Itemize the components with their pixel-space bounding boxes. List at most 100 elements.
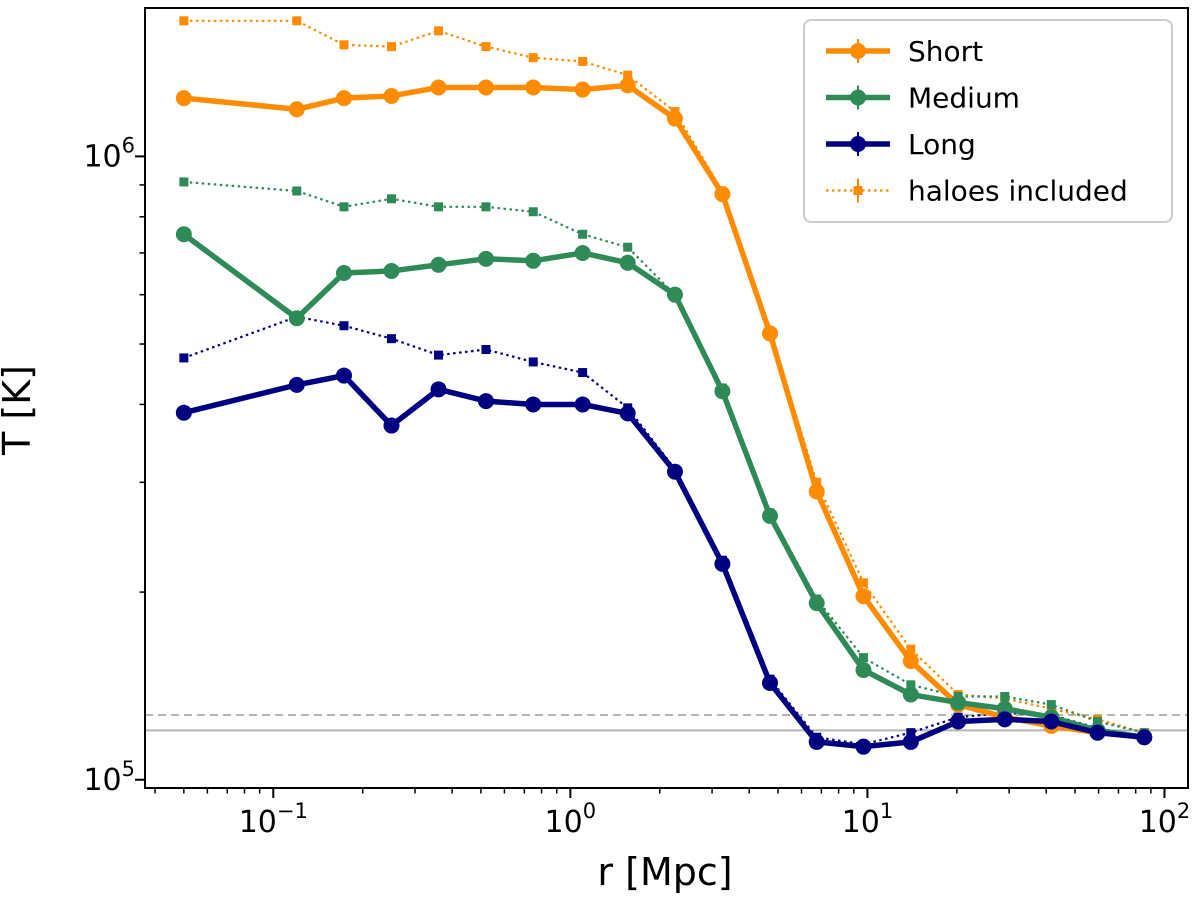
data-point <box>666 463 683 480</box>
data-point <box>288 310 305 327</box>
x-tick-label: 100 <box>545 799 597 840</box>
y-tick-label: 106 <box>83 133 135 174</box>
legend-marker <box>850 43 866 59</box>
data-point <box>714 186 731 203</box>
x-tick-label: 102 <box>1139 799 1191 840</box>
data-point <box>477 393 494 410</box>
data-point <box>434 350 444 360</box>
data-point <box>1089 724 1106 741</box>
data-point <box>335 90 352 107</box>
data-point <box>578 368 588 378</box>
legend-marker <box>850 89 866 106</box>
tick-label-base: 10 <box>83 763 121 798</box>
reference-lines <box>145 714 1188 732</box>
data-point <box>481 202 491 212</box>
legend-label: haloes included <box>908 175 1128 208</box>
data-point <box>1136 729 1153 746</box>
tick-label-base: 10 <box>545 805 583 840</box>
data-point <box>179 16 189 26</box>
data-point <box>175 226 192 243</box>
data-point <box>434 26 444 36</box>
data-point <box>179 353 189 363</box>
data-point <box>996 711 1013 728</box>
plot-frame <box>144 7 1189 789</box>
data-point <box>335 265 352 282</box>
data-point <box>906 680 916 690</box>
legend-marker <box>853 186 863 195</box>
data-point <box>858 653 868 663</box>
data-point <box>383 417 400 434</box>
legend-label: Medium <box>908 82 1020 115</box>
series-line <box>183 180 1145 734</box>
data-point <box>528 207 538 217</box>
data-point <box>855 661 872 678</box>
data-point <box>175 404 192 421</box>
data-point <box>386 42 396 52</box>
tick-label-base: 10 <box>83 139 121 174</box>
data-point <box>288 101 305 118</box>
data-point <box>902 733 919 750</box>
data-point <box>666 110 683 127</box>
data-point <box>855 738 872 755</box>
data-point <box>1000 692 1010 702</box>
data-point <box>855 588 872 605</box>
data-point <box>292 186 302 196</box>
series-line <box>183 372 1145 750</box>
data-point <box>525 79 542 96</box>
legend-label: Long <box>908 128 976 161</box>
tick-label-exponent: 5 <box>122 757 135 781</box>
y-axis-label: T [K] <box>0 365 39 456</box>
tick-label-exponent: 6 <box>122 133 135 157</box>
data-point <box>1043 713 1060 730</box>
data-point <box>430 381 447 398</box>
data-point <box>339 202 349 212</box>
data-point <box>762 674 779 691</box>
legend-box <box>803 19 1173 223</box>
legend: Short Medium Long haloes included <box>803 19 1173 223</box>
data-point <box>525 252 542 269</box>
data-point <box>714 555 731 572</box>
data-point <box>481 345 491 355</box>
tick-label-exponent: 2 <box>1177 799 1190 823</box>
data-point <box>477 250 494 267</box>
data-point <box>574 244 591 261</box>
data-point <box>906 644 916 654</box>
data-point <box>477 79 494 96</box>
data-point <box>950 713 967 730</box>
data-point <box>666 286 683 303</box>
data-point <box>481 42 491 52</box>
legend-marker <box>850 136 866 152</box>
tick-label-base: 10 <box>1139 805 1177 840</box>
data-point <box>339 321 349 331</box>
data-point <box>808 733 825 750</box>
legend-entry: Short <box>826 35 983 68</box>
y-tick-label: 105 <box>83 757 135 798</box>
data-point <box>179 177 189 187</box>
data-point <box>430 256 447 273</box>
series-layer <box>175 16 1153 755</box>
series-medium <box>175 226 1153 746</box>
data-point <box>292 16 302 26</box>
data-point <box>525 396 542 413</box>
data-point <box>902 653 919 670</box>
data-point <box>762 507 779 524</box>
legend-entry: Medium <box>826 82 1020 115</box>
tick-label-exponent: 1 <box>880 799 893 823</box>
data-point <box>762 325 779 342</box>
data-point <box>383 262 400 279</box>
data-point <box>619 77 636 94</box>
data-point <box>434 202 444 212</box>
data-point <box>339 40 349 50</box>
x-tick-label: 10−1 <box>239 799 308 840</box>
data-point <box>430 79 447 96</box>
data-point <box>383 87 400 104</box>
data-point <box>808 483 825 500</box>
data-point <box>528 357 538 367</box>
data-point <box>578 56 588 66</box>
data-point <box>950 694 967 711</box>
data-point <box>335 367 352 384</box>
data-point <box>623 70 633 80</box>
data-point <box>858 578 868 588</box>
data-point <box>574 396 591 413</box>
